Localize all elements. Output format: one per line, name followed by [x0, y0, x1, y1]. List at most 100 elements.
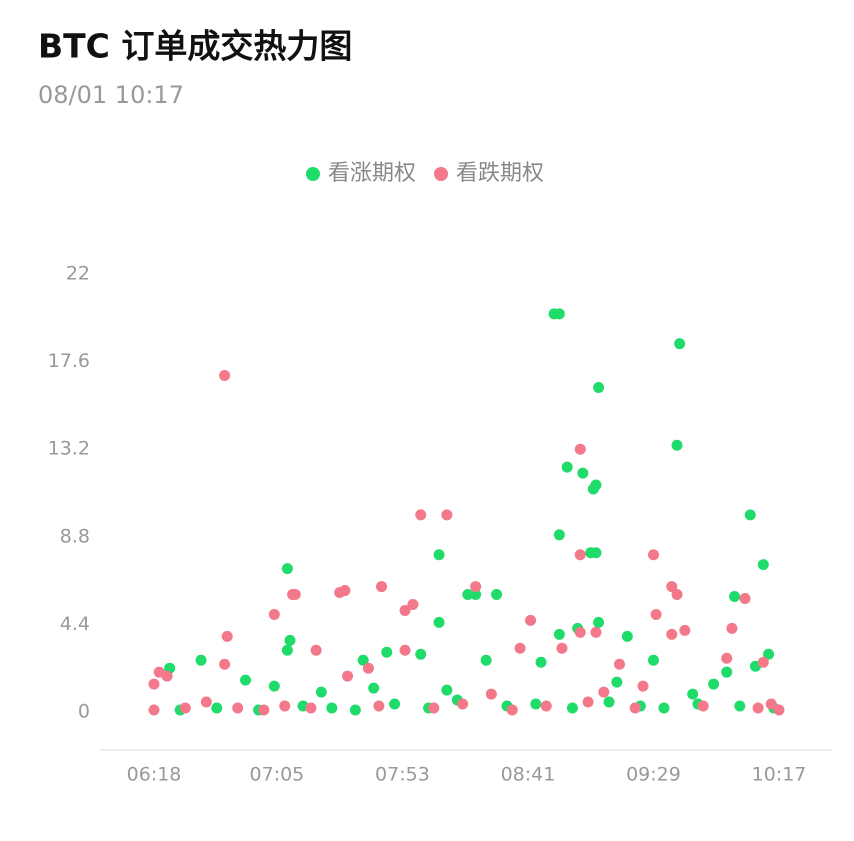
scatter-point — [373, 700, 385, 712]
scatter-point — [671, 589, 683, 601]
scatter-point — [658, 702, 670, 714]
scatter-point — [342, 670, 354, 682]
scatter-point — [441, 684, 453, 696]
x-tick-label: 07:53 — [375, 764, 430, 786]
legend-marker — [434, 167, 449, 181]
scatter-point — [530, 698, 542, 710]
scatter-point — [621, 630, 633, 642]
scatter-point — [574, 549, 586, 561]
y-tick-label: 4.4 — [60, 613, 90, 635]
scatter-point — [441, 509, 453, 521]
chart-title: BTC 订单成交热力图 — [38, 27, 352, 66]
scatter-point — [590, 626, 602, 638]
scatter-point — [389, 698, 401, 710]
scatter-point — [629, 702, 641, 714]
scatter-point — [428, 702, 440, 714]
scatter-point — [506, 704, 518, 716]
x-tick-label: 09:29 — [626, 764, 681, 786]
scatter-point — [407, 598, 419, 610]
scatter-point — [574, 443, 586, 455]
scatter-point — [357, 654, 369, 666]
scatter-point — [590, 547, 602, 559]
scatter-point — [200, 696, 212, 708]
scatter-point — [763, 648, 775, 660]
legend-label: 看涨期权 — [328, 161, 416, 186]
scatter-point — [281, 563, 293, 575]
y-tick-label: 13.2 — [48, 438, 90, 460]
scatter-point — [219, 370, 231, 382]
scatter-point — [556, 642, 568, 654]
scatter-point — [553, 308, 565, 320]
scatter-point — [268, 608, 280, 620]
scatter-point — [773, 704, 785, 716]
scatter-point — [613, 658, 625, 670]
scatter-point — [574, 626, 586, 638]
chart-subtitle: 08/01 10:17 — [38, 81, 184, 109]
scatter-point — [697, 700, 709, 712]
scatter-point — [433, 549, 445, 561]
scatter-point — [647, 549, 659, 561]
scatter-point — [368, 682, 380, 694]
scatter-point — [744, 509, 756, 521]
scatter-point — [721, 652, 733, 664]
scatter-point — [279, 700, 291, 712]
scatter-point — [232, 702, 244, 714]
x-tick-label: 10:17 — [752, 764, 807, 786]
scatter-point — [399, 604, 411, 616]
scatter-point — [525, 614, 537, 626]
scatter-point — [211, 702, 223, 714]
scatter-point — [326, 702, 338, 714]
x-tick-label: 06:18 — [127, 764, 182, 786]
scatter-point — [381, 646, 393, 658]
scatter-point — [721, 666, 733, 678]
scatter-point — [577, 467, 589, 479]
scatter-point — [415, 509, 427, 521]
scatter-point — [305, 702, 317, 714]
scatter-point — [349, 704, 361, 716]
scatter-point — [674, 338, 686, 350]
scatter-point — [281, 644, 293, 656]
scatter-point — [480, 654, 492, 666]
scatter-point — [708, 678, 720, 690]
scatter-point — [553, 529, 565, 541]
scatter-point — [315, 686, 327, 698]
scatter-point — [566, 702, 578, 714]
scatter-point — [148, 678, 160, 690]
scatter-point — [195, 654, 207, 666]
scatter-point — [161, 670, 173, 682]
scatter-point — [593, 381, 605, 393]
scatter-point — [582, 696, 594, 708]
scatter-point — [647, 654, 659, 666]
scatter-point — [739, 593, 751, 605]
scatter-point — [757, 656, 769, 668]
scatter-point — [268, 680, 280, 692]
scatter-point — [765, 698, 777, 710]
scatter-point — [637, 680, 649, 692]
scatter-point — [590, 479, 602, 491]
scatter-point — [289, 589, 301, 601]
scatter-point — [470, 581, 482, 593]
scatter-point — [729, 591, 741, 603]
scatter-point — [470, 589, 482, 601]
y-tick-label: 22 — [66, 263, 90, 285]
scatter-point — [734, 700, 746, 712]
scatter-point — [535, 656, 547, 668]
scatter-point — [415, 648, 427, 660]
scatter-point — [679, 624, 691, 636]
scatter-point — [553, 628, 565, 640]
scatter-point — [284, 634, 296, 646]
scatter-point — [593, 616, 605, 628]
scatter-point — [399, 644, 411, 656]
scatter-point — [598, 686, 610, 698]
scatter-point — [666, 581, 678, 593]
y-tick-label: 0 — [78, 701, 90, 723]
scatter-point — [457, 698, 469, 710]
scatter-point — [240, 674, 252, 686]
scatter-point — [462, 589, 474, 601]
scatter-point — [339, 585, 351, 597]
scatter-point — [491, 589, 503, 601]
scatter-point — [687, 688, 699, 700]
scatter-point — [485, 688, 497, 700]
scatter-point — [726, 622, 738, 634]
